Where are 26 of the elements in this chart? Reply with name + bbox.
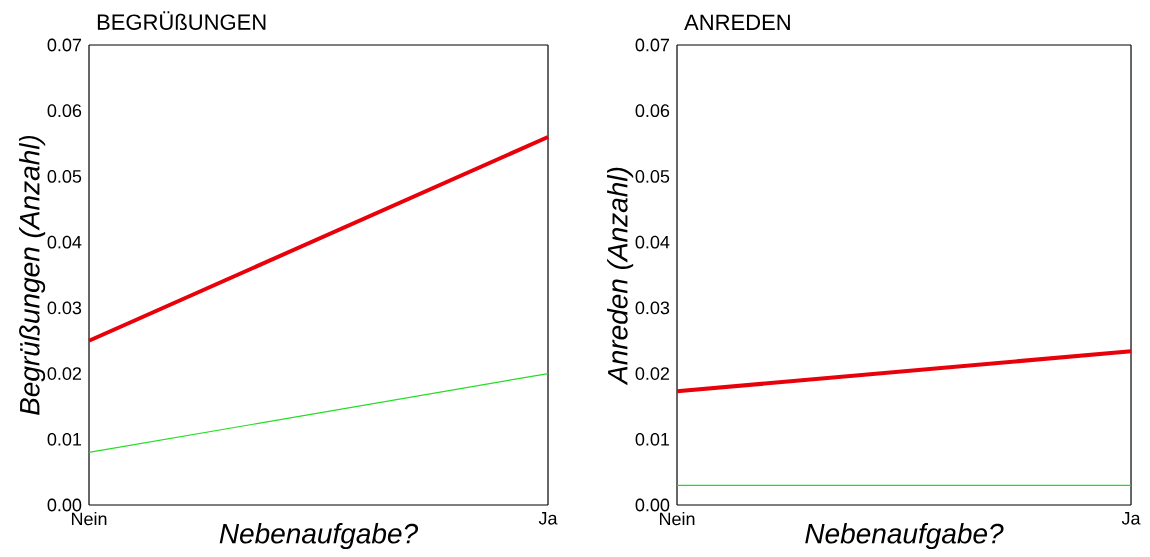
chart-title: ANREDEN: [684, 14, 790, 30]
y-axis-title: Anreden (Anzahl): [607, 167, 634, 386]
x-axis-title: Nebenaufgabe?: [219, 523, 419, 550]
x-tick-label: Ja: [538, 512, 558, 525]
y-tick-label: 0.04: [47, 235, 82, 249]
y-tick-label: 0.03: [47, 301, 82, 315]
y-tick-label: 0.01: [47, 432, 82, 446]
x-tick-label: Nein: [659, 512, 695, 526]
y-tick-label: 0.01: [635, 432, 670, 446]
x-tick-label: Nein: [71, 512, 107, 526]
y-axis-title: Begrüßungen (Anzahl): [19, 135, 46, 416]
chart-title: BEGRÜßUNGEN: [97, 11, 266, 30]
y-tick-label: 0.05: [635, 170, 670, 183]
y-tick-label: 0.02: [635, 367, 670, 380]
y-tick-label: 0.05: [47, 170, 82, 183]
y-tick-label: 0.00: [635, 498, 670, 512]
x-tick-label: Ja: [1121, 512, 1141, 525]
y-tick-label: 0.03: [635, 301, 670, 315]
y-tick-label: 0.07: [635, 38, 670, 52]
y-tick-label: 0.02: [47, 367, 82, 380]
x-axis-title: Nebenaufgabe?: [805, 523, 1004, 550]
y-tick-label: 0.04: [635, 235, 670, 249]
y-tick-label: 0.06: [635, 104, 670, 118]
y-tick-label: 0.06: [47, 104, 82, 118]
y-tick-label: 0.00: [47, 498, 82, 512]
y-tick-label: 0.07: [47, 38, 82, 52]
